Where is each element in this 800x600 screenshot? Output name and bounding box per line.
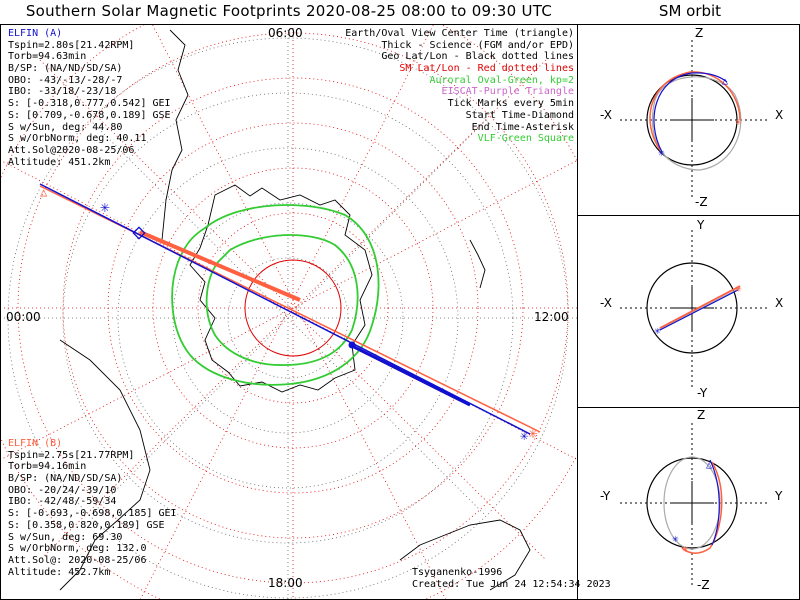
legend-item: Tick Marks every 5min: [447, 98, 574, 110]
elfin-a-line: IBO: -33/18/-23/18: [8, 86, 117, 98]
sm-xz-right-label: X: [775, 108, 784, 122]
sm-xz-bottom-label: -Z: [695, 195, 708, 209]
auroral-ovals: [171, 204, 380, 386]
elfin-b-line: B/SP: (NA/ND/SD/SA): [8, 473, 123, 485]
elfin-b-line: S w/OrbNorm, deg: 132.0: [8, 543, 147, 555]
time-label-bottom: 18:00: [268, 576, 303, 590]
svg-text:✳: ✳: [672, 532, 679, 545]
elfin-b-line: Altitude: 452.7km: [8, 566, 111, 578]
svg-text:✳: ✳: [658, 146, 665, 159]
sm-xy-top-label: Y: [697, 218, 705, 232]
legend: Earth/Oval View Center Time (triangle) T…: [345, 28, 574, 145]
svg-text:✳: ✳: [735, 282, 742, 295]
elfin-b-line: S w/Sun, deg: 69.30: [8, 531, 123, 543]
elfin-a-line: Tspin=2.80s[21.42RPM]: [8, 39, 135, 51]
svg-text:✳: ✳: [654, 324, 661, 337]
sm-xy-bottom-label: -Y: [697, 386, 708, 400]
svg-text:✳: ✳: [528, 423, 538, 442]
legend-item: Start Time-Diamond: [465, 109, 574, 121]
elfin-b-line: Att.Sol@: 2020-08-25/06: [8, 554, 147, 566]
auroral-oval-outer: [171, 204, 380, 386]
legend-item: Geo Lat/Lon - Black dotted lines: [381, 51, 574, 63]
svg-text:✳: ✳: [100, 197, 110, 216]
sm-xy-right-label: X: [775, 296, 784, 310]
auroral-oval-inner: [205, 234, 359, 366]
elfin-a-info: ELFIN (A) Tspin=2.80s[21.42RPM] Torb=94.…: [8, 28, 171, 168]
africa-outline: [59, 339, 151, 591]
svg-text:△: △: [722, 76, 728, 87]
sm-yz-top-label: Z: [697, 408, 706, 422]
australia-outline: [399, 519, 531, 591]
elfin-b-line: S: [0.358,0.820,0.189] GSE: [8, 519, 165, 531]
elfin-a-header: ELFIN (A): [8, 28, 63, 39]
svg-text:✳: ✳: [682, 542, 689, 555]
sm-panel-xz: △ ✳ ✳: [620, 40, 770, 200]
legend-item: Thick - Science (FGM and/or EPD): [381, 39, 574, 51]
sm-xy-left-label: -X: [600, 296, 612, 310]
elfin-a-line: B/SP: (NA/ND/SD/SA): [8, 63, 123, 75]
legend-item: Auroral Oval-Green, kp=2: [429, 74, 575, 86]
geo-lat-circles: [1, 30, 577, 599]
new-zealand-outline: [469, 239, 486, 289]
sm-yz-bottom-label: -Z: [697, 578, 710, 592]
elfin-a-line: Att.Sol@2020-08-25/06: [8, 144, 135, 156]
continent-outlines: [59, 29, 531, 591]
elfin-a-track: ✳ ✳: [39, 183, 531, 444]
elfin-b-line: S: [-0.693,-0.698,0.185] GEI: [8, 508, 177, 520]
elfin-b-line: IBO: -42/48/-59/34: [8, 496, 117, 508]
elfin-b-info: ELFIN (B) Tspin=2.75s[21.77RPM] Torb=94.…: [8, 438, 177, 578]
footer-author: Tsyganenko-1996: [412, 567, 503, 578]
svg-text:✳: ✳: [735, 115, 742, 128]
elfin-a-line: S w/OrbNorm, deg: 40.11: [8, 133, 147, 145]
elfin-a-line: OBO: -43/-13/-28/-7: [8, 74, 123, 86]
elfin-a-line: S: [0.709,-0.678,0.189] GSE: [8, 109, 171, 121]
svg-text:△: △: [706, 460, 712, 471]
elfin-a-line: S w/Sun, deg: 44.80: [8, 121, 123, 133]
antarctica-outline: [189, 184, 373, 393]
elfin-b-line: OBO: -20/24/-39/10: [8, 484, 117, 496]
sm-orbit-title: SM orbit: [658, 2, 722, 20]
elfin-b-header: ELFIN (B): [8, 438, 63, 449]
elfin-b-line: Tspin=2.75s[21.77RPM]: [8, 449, 135, 461]
sm-yz-right-label: Y: [775, 489, 783, 503]
sm-xz-left-label: -X: [600, 108, 612, 122]
sm-panel-yz: △ ✳ ✳: [620, 423, 770, 585]
time-label-top: 06:00: [268, 26, 303, 40]
legend-item: End Time-Asterisk: [471, 121, 574, 133]
sm-panel-xy: ✳ ✳: [620, 230, 770, 390]
time-label-right: 12:00: [534, 310, 569, 324]
elfin-a-line: S: [-0.318,0.777,0.542] GEI: [8, 98, 171, 110]
svg-text:✳: ✳: [520, 428, 529, 444]
south-america-outline: [161, 29, 189, 241]
svg-text:△: △: [40, 185, 48, 199]
legend-item: SM Lat/Lon - Red dotted lines: [399, 63, 574, 75]
sm-xz-top-label: Z: [695, 26, 704, 40]
elfin-a-line: Altitude: 451.2km: [8, 156, 111, 168]
time-label-left: 00:00: [6, 310, 41, 324]
footer-created: Created: Tue Jun 24 12:54:34 2023: [412, 579, 611, 590]
legend-item: Earth/Oval View Center Time (triangle): [345, 28, 574, 39]
sm-lat-lon-grid: [1, 25, 577, 599]
sm-yz-left-label: -Y: [600, 489, 611, 503]
elfin-a-line: Torb=94.63min: [8, 51, 87, 63]
legend-item: VLF-Green Square: [477, 133, 574, 145]
legend-item: EISCAT-Purple Triangle: [441, 86, 574, 98]
main-title: Southern Solar Magnetic Footprints 2020-…: [25, 2, 553, 20]
elfin-b-line: Torb=94.16min: [8, 461, 87, 473]
